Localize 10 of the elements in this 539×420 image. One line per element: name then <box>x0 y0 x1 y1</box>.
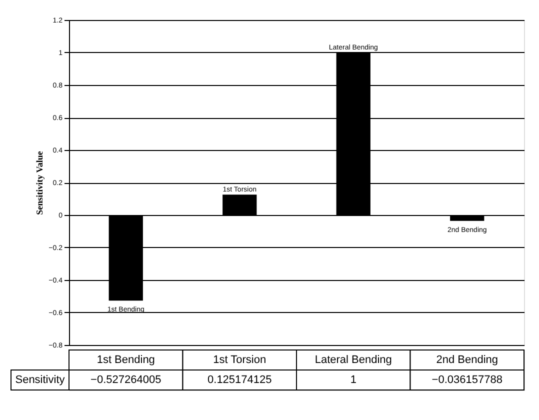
data-label: 1 <box>350 374 356 386</box>
data-label: −0.036157788 <box>432 374 502 386</box>
x-tick-label: 1st Torsion <box>213 354 266 366</box>
x-tick-label: 1st Bending <box>96 354 155 366</box>
y-axis-title: Sensitivity Value <box>34 151 45 215</box>
x-tick-label: Lateral Bending <box>314 354 392 366</box>
x-tick-label: 2nd Bending <box>436 354 498 366</box>
data-label: 0.125174125 <box>208 374 272 386</box>
data-label: −0.527264005 <box>90 374 162 386</box>
text: Sensitivity <box>15 374 66 386</box>
